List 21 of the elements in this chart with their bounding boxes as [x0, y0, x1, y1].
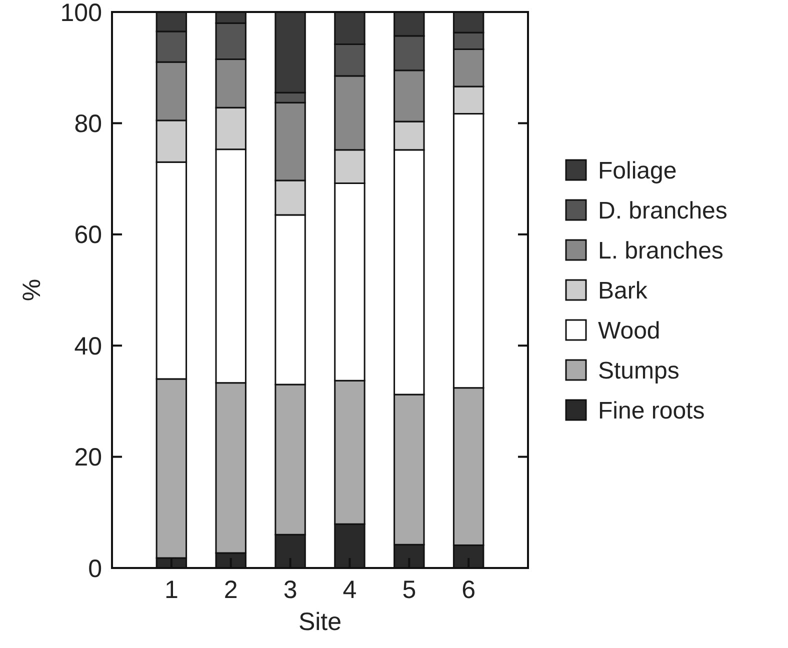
- legend-label: Fine roots: [598, 397, 705, 424]
- legend-label: Stumps: [598, 357, 680, 384]
- y-tick-label: 20: [74, 444, 102, 472]
- x-tick-label: 1: [164, 576, 178, 604]
- x-tick-label: 2: [224, 576, 238, 604]
- y-tick-label: 80: [74, 110, 102, 138]
- x-tick-label: 5: [402, 576, 416, 604]
- legend-label: Bark: [598, 277, 648, 304]
- x-axis-title: Site: [298, 608, 342, 636]
- legend-label: L. branches: [598, 237, 724, 264]
- x-tick-label: 6: [462, 576, 476, 604]
- y-tick-label: 0: [88, 554, 102, 583]
- legend-label: D. branches: [598, 197, 728, 224]
- y-tick-label: 40: [74, 332, 102, 360]
- legend-label: Foliage: [598, 157, 677, 184]
- legend-label: Wood: [598, 317, 660, 344]
- x-tick-label: 3: [283, 576, 298, 604]
- x-tick-label: 4: [342, 576, 357, 604]
- y-tick-label: 60: [74, 221, 102, 250]
- y-axis-title: %: [18, 278, 46, 302]
- y-tick-label: 100: [60, 0, 102, 27]
